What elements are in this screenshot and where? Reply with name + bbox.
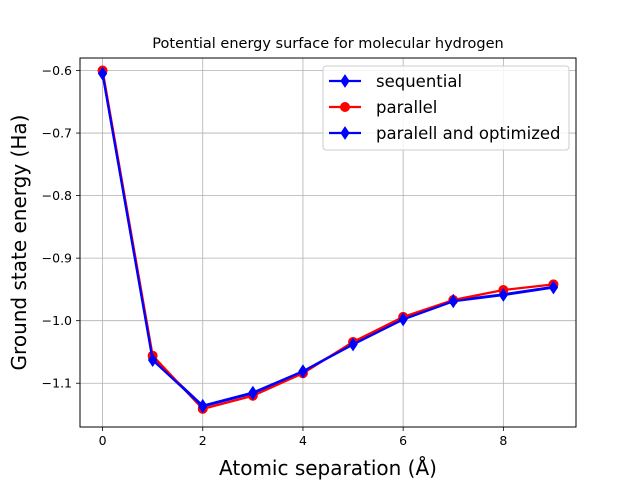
- grid-lines: [80, 58, 576, 427]
- x-tick-label: 6: [399, 433, 407, 448]
- x-tick-label: 0: [99, 433, 107, 448]
- legend-item-parallel: parallel: [329, 98, 437, 117]
- legend-label: paralell and optimized: [376, 124, 560, 143]
- series-paralell-and-optimized: [97, 66, 559, 414]
- data-point-paralell-and-optimized: [248, 386, 258, 401]
- legend-label: sequential: [376, 72, 462, 91]
- y-tick-label: −1.0: [42, 313, 72, 328]
- x-tick-label: 4: [299, 433, 307, 448]
- data-point-paralell-and-optimized: [498, 288, 508, 302]
- data-point-paralell-and-optimized: [97, 66, 108, 81]
- data-point-paralell-and-optimized: [298, 364, 308, 379]
- legend-swatch-marker: [340, 102, 350, 112]
- plot-series: [97, 65, 559, 414]
- data-point-paralell-and-optimized: [148, 353, 158, 367]
- y-tick-label: −0.8: [42, 188, 72, 203]
- x-tick-label: 2: [199, 433, 207, 448]
- data-point-paralell-and-optimized: [398, 312, 408, 327]
- y-tick-label: −1.1: [42, 376, 72, 391]
- y-tick-label: −0.7: [42, 126, 72, 141]
- legend-item-sequential: sequential: [329, 72, 462, 91]
- data-point-paralell-and-optimized: [548, 280, 559, 295]
- legend-swatch-marker: [340, 74, 350, 88]
- data-point-paralell-and-optimized: [448, 294, 458, 309]
- legend-swatch-marker: [340, 126, 350, 140]
- legend: sequential parallel paralell and optimized: [322, 65, 570, 151]
- data-point-paralell-and-optimized: [198, 399, 208, 414]
- legend-label: parallel: [376, 98, 437, 117]
- y-tick-label: −0.9: [42, 251, 72, 266]
- legend-box: [322, 65, 570, 151]
- y-tick-label: −0.6: [42, 63, 72, 78]
- axis-ticks: 0 2 4 6 8 −0.6 −0.7 −0.8 −0.9 −1.0 −1.1: [42, 63, 508, 448]
- x-tick-label: 8: [499, 433, 507, 448]
- legend-item-paralell-and-optimized: paralell and optimized: [329, 124, 560, 143]
- y-axis-label: Ground state energy (Ha): [7, 115, 31, 371]
- plot-frame: [79, 57, 577, 428]
- x-axis-label: Atomic separation (Å): [219, 456, 437, 480]
- series-line-paralell-and-optimized: [101, 73, 554, 408]
- chart-title: Potential energy surface for molecular h…: [152, 36, 503, 52]
- data-point-paralell-and-optimized: [348, 337, 358, 352]
